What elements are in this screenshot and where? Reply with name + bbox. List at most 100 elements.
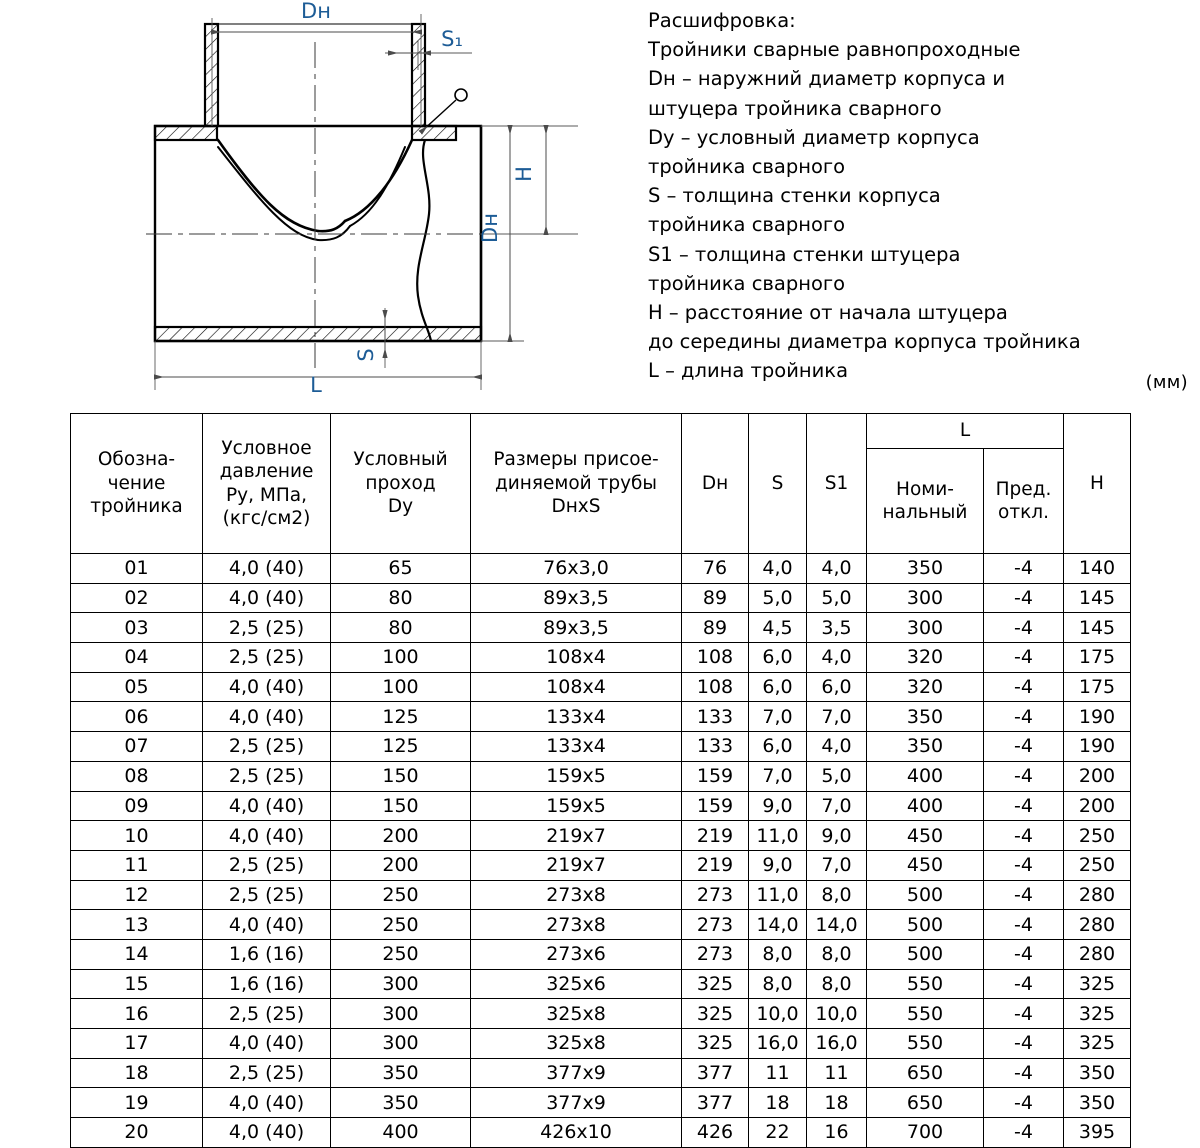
cell-pressure: 1,6 (16) bbox=[202, 968, 331, 1000]
table-row: 03 2,5 (25) 80 89х3,5 89 4,5 3,5 300 -4 145 bbox=[70, 612, 1131, 644]
cell-l-nominal: 300 bbox=[866, 612, 984, 644]
tee-technical-drawing: Dн S₁ H Dн S L bbox=[0, 0, 620, 400]
table-row: 15 1,6 (16) 300 325х6 325 8,0 8,0 550 -4 325 bbox=[70, 968, 1131, 1000]
cell-pipe-size: 76х3,0 bbox=[470, 553, 682, 584]
dimension-s1 bbox=[385, 40, 472, 70]
drawing-crotch-curves bbox=[216, 138, 414, 242]
cell-l-nominal: 550 bbox=[866, 968, 984, 1000]
cell-pipe-size: 159х5 bbox=[470, 760, 682, 792]
cell-h: 325 bbox=[1063, 998, 1131, 1029]
cell-pressure: 2,5 (25) bbox=[202, 642, 331, 673]
cell-dy: 125 bbox=[330, 731, 471, 762]
cell-dy: 350 bbox=[330, 1057, 471, 1089]
legend-line-2: Dн – наружний диаметр корпуса и bbox=[648, 67, 1006, 91]
table-row: 14 1,6 (16) 250 273х6 273 8,0 8,0 500 -4 280 bbox=[70, 938, 1131, 970]
col-header-pressure-l0: Условное bbox=[221, 437, 312, 459]
cell-l-nominal: 500 bbox=[866, 938, 984, 970]
cell-dn: 159 bbox=[681, 760, 749, 792]
cell-s1: 9,0 bbox=[806, 820, 867, 851]
col-header-designation-l0: Обозна- bbox=[97, 449, 176, 471]
nozzle-left-wall-hatch bbox=[203, 22, 220, 128]
cell-designation: 06 bbox=[70, 701, 203, 733]
cell-designation: 12 bbox=[70, 879, 203, 911]
col-header-pipe-size-l2: DнxS bbox=[551, 496, 601, 518]
col-header-l-deviation-l0: Пред. bbox=[995, 478, 1052, 500]
cell-pressure: 4,0 (40) bbox=[202, 820, 331, 851]
table-header-row-sub: Номи- нальный Пред. откл. bbox=[71, 448, 1131, 554]
cell-l-deviation: -4 bbox=[983, 849, 1064, 881]
tee-drawing-svg: Dн S₁ H Dн S L bbox=[146, 0, 578, 397]
cell-dn: 219 bbox=[681, 849, 749, 881]
cell-dy: 80 bbox=[330, 612, 471, 644]
cell-dy: 350 bbox=[330, 1087, 471, 1119]
col-header-l-nominal-l0: Номи- bbox=[896, 478, 954, 500]
cell-pressure: 4,0 (40) bbox=[202, 1028, 331, 1059]
cell-s1: 10,0 bbox=[806, 998, 867, 1029]
cell-pressure: 2,5 (25) bbox=[202, 998, 331, 1029]
cell-l-deviation: -4 bbox=[983, 909, 1064, 940]
col-header-h: H bbox=[1063, 413, 1131, 554]
cell-l-deviation: -4 bbox=[983, 671, 1064, 703]
table-row: 09 4,0 (40) 150 159х5 159 9,0 7,0 400 -4 200 bbox=[70, 790, 1131, 822]
cell-l-deviation: -4 bbox=[983, 968, 1064, 1000]
cell-h: 280 bbox=[1063, 938, 1131, 970]
legend-line-9: тройника сварного bbox=[648, 271, 846, 295]
table-row: 04 2,5 (25) 100 108х4 108 6,0 4,0 320 -4 175 bbox=[70, 642, 1131, 673]
cell-pressure: 2,5 (25) bbox=[202, 731, 331, 762]
cell-pipe-size: 426х10 bbox=[470, 1117, 682, 1148]
table-row: 07 2,5 (25) 125 133х4 133 6,0 4,0 350 -4 190 bbox=[70, 731, 1131, 762]
cell-h: 190 bbox=[1063, 731, 1131, 762]
cell-s1: 8,0 bbox=[806, 938, 867, 970]
cell-s1: 8,0 bbox=[806, 879, 867, 911]
cell-dy: 200 bbox=[330, 820, 471, 851]
cell-s: 8,0 bbox=[748, 968, 807, 1000]
legend-line-7: тройника сварного bbox=[648, 213, 846, 237]
cell-designation: 17 bbox=[70, 1028, 203, 1059]
cell-h: 325 bbox=[1063, 1028, 1131, 1059]
cell-s: 9,0 bbox=[748, 849, 807, 881]
cell-h: 250 bbox=[1063, 849, 1131, 881]
cell-dn: 325 bbox=[681, 968, 749, 1000]
cell-dy: 100 bbox=[330, 642, 471, 673]
cell-pipe-size: 108х4 bbox=[470, 642, 682, 673]
cell-h: 140 bbox=[1063, 553, 1131, 584]
legend-line-3: штуцера тройника сварного bbox=[648, 96, 942, 120]
cell-s1: 18 bbox=[806, 1087, 867, 1119]
table-row: 16 2,5 (25) 300 325х8 325 10,0 10,0 550 -4 325 bbox=[70, 998, 1131, 1029]
cell-designation: 03 bbox=[70, 612, 203, 644]
cell-pipe-size: 325х8 bbox=[470, 1028, 682, 1059]
unit-note: (мм) bbox=[1145, 372, 1188, 393]
cell-l-nominal: 550 bbox=[866, 1028, 984, 1059]
col-header-dy-l1: проход bbox=[365, 472, 436, 494]
nozzle-right-wall-hatch bbox=[410, 22, 427, 128]
cell-l-deviation: -4 bbox=[983, 642, 1064, 673]
cell-pipe-size: 377х9 bbox=[470, 1057, 682, 1089]
cell-s: 6,0 bbox=[748, 642, 807, 673]
dimension-label-s: S bbox=[354, 348, 378, 361]
top-left-wall-hatch bbox=[153, 124, 219, 142]
table-row: 01 4,0 (40) 65 76х3,0 76 4,0 4,0 350 -4 140 bbox=[70, 553, 1131, 584]
cell-designation: 11 bbox=[70, 849, 203, 881]
cell-s: 7,0 bbox=[748, 760, 807, 792]
cell-l-deviation: -4 bbox=[983, 553, 1064, 584]
cell-pressure: 4,0 (40) bbox=[202, 582, 331, 614]
cell-s1: 4,0 bbox=[806, 731, 867, 762]
cell-l-nominal: 400 bbox=[866, 790, 984, 822]
cell-dn: 133 bbox=[681, 701, 749, 733]
cell-s: 11,0 bbox=[748, 879, 807, 911]
col-header-pipe-size: Размеры присое- диняемой трубы DнxS bbox=[470, 413, 682, 554]
cell-s1: 5,0 bbox=[806, 582, 867, 614]
table-header: Обозна- чение тройника Условное давление… bbox=[70, 413, 1131, 554]
dimension-dn-top bbox=[211, 14, 422, 126]
dimension-label-dn-top: Dн bbox=[301, 0, 331, 23]
dimension-label-l: L bbox=[310, 373, 322, 397]
cell-dy: 250 bbox=[330, 938, 471, 970]
cell-s: 9,0 bbox=[748, 790, 807, 822]
cell-s: 6,0 bbox=[748, 731, 807, 762]
col-header-s1: S1 bbox=[806, 413, 867, 554]
col-header-pressure: Условное давление Ру, МПа, (кгс/см2) bbox=[202, 413, 331, 554]
table-row: 06 4,0 (40) 125 133х4 133 7,0 7,0 350 -4 190 bbox=[70, 701, 1131, 733]
cell-dy: 125 bbox=[330, 701, 471, 733]
cell-h: 145 bbox=[1063, 612, 1131, 644]
cell-pressure: 2,5 (25) bbox=[202, 879, 331, 911]
